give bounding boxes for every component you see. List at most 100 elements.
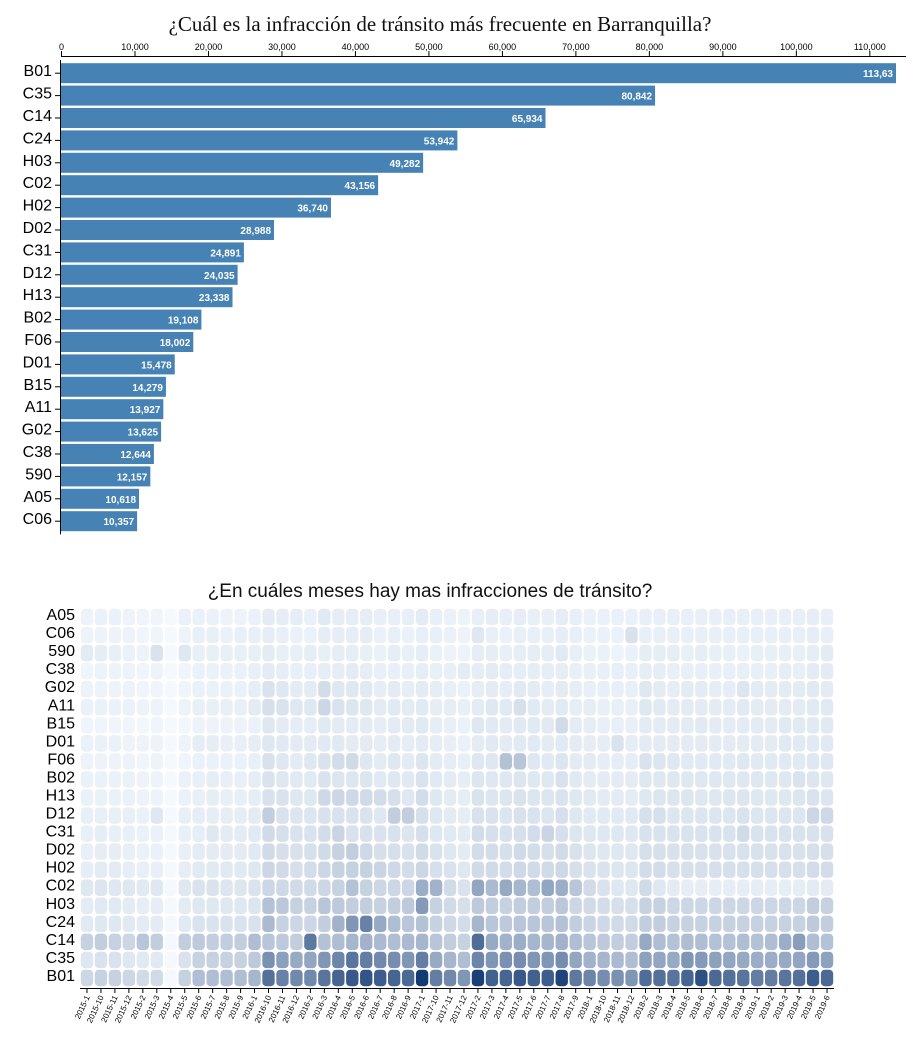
heatmap-cell (667, 644, 680, 662)
heatmap-cell (485, 662, 499, 680)
heatmap-cell (639, 915, 652, 933)
y-tick-label: A05 (24, 489, 53, 506)
heatmap-cell (667, 969, 680, 987)
heatmap-cell (471, 699, 485, 716)
bar (61, 85, 656, 106)
heatmap-cell (290, 680, 303, 698)
heatmap-cell (262, 608, 275, 626)
heatmap-cell (639, 626, 652, 644)
heatmap-cell (611, 753, 624, 770)
heatmap-cell (304, 969, 317, 987)
heatmap-cell (778, 753, 792, 770)
heatmap-cell (555, 735, 568, 752)
heatmap-cell (667, 933, 680, 951)
heatmap-cell (192, 753, 205, 770)
heatmap-cell (415, 644, 429, 662)
heatmap-cell (695, 807, 708, 824)
heatmap-cell (192, 680, 205, 698)
heatmap-cell (401, 735, 415, 752)
heatmap-cell (709, 644, 722, 662)
heatmap-cell (792, 608, 806, 626)
heatmap-cell (206, 879, 219, 896)
heatmap-cell (443, 789, 457, 806)
heatmap-cell (597, 771, 610, 788)
heatmap-cell (415, 897, 429, 915)
heatmap-cell (80, 644, 94, 662)
heatmap-cell (751, 789, 764, 806)
heatmap-cell (695, 915, 708, 933)
heatmap-cell (513, 680, 527, 698)
heatmap-cell (94, 915, 108, 933)
heatmap-cell (304, 717, 317, 734)
heatmap-cell (667, 825, 680, 842)
heatmap-cell (723, 843, 736, 860)
heatmap-cell (485, 933, 499, 951)
heatmap-cell (164, 699, 177, 716)
heatmap-cell (443, 753, 457, 770)
heatmap-cell (401, 753, 415, 770)
heatmap-cell (401, 879, 415, 896)
heatmap-cell (290, 608, 303, 626)
heatmap-cell (597, 789, 610, 806)
heatmap-cell (262, 843, 275, 860)
heatmap-cell (792, 644, 806, 662)
heatmap-cell (751, 771, 764, 788)
heatmap-cell (695, 825, 708, 842)
y-tick-label: G02 (22, 422, 52, 439)
heatmap-cell (80, 626, 94, 644)
heatmap-cell (332, 897, 345, 915)
heatmap-cell (220, 915, 233, 933)
heatmap-cell (625, 662, 638, 680)
heatmap-cell (597, 644, 610, 662)
heatmap-cell (709, 626, 722, 644)
heatmap-cell (625, 789, 638, 806)
heatmap-cell (625, 951, 638, 969)
bar-value-label: 15,478 (141, 360, 172, 371)
heatmap-cell (108, 735, 122, 752)
heatmap-cell (136, 644, 150, 662)
bar-value-label: 24,891 (210, 248, 241, 259)
heatmap-cell (234, 662, 247, 680)
heatmap-cell (695, 879, 708, 896)
heatmap-cell (709, 771, 722, 788)
heatmap-cell (709, 915, 722, 933)
heatmap-cell (387, 933, 401, 951)
heatmap-cell (611, 843, 624, 860)
heatmap-cell (332, 680, 345, 698)
heatmap-cell (792, 861, 806, 878)
heatmap-cell (737, 969, 750, 987)
heatmap-cell (597, 969, 610, 987)
heatmap-cell (527, 753, 540, 770)
heatmap-cell (415, 608, 429, 626)
heatmap-cell (737, 735, 750, 752)
heatmap-cell (597, 662, 610, 680)
heatmap-cell (806, 626, 820, 644)
heatmap-cell (555, 771, 568, 788)
heatmap-cell (332, 951, 345, 969)
heatmap-cell (639, 771, 652, 788)
heatmap-cell (569, 680, 582, 698)
y-tick-label: C35 (23, 86, 52, 103)
heatmap-cell (569, 699, 582, 716)
heatmap-cell (248, 735, 261, 752)
heatmap-cell (387, 662, 401, 680)
heatmap-cell (541, 825, 554, 842)
heatmap-cell (290, 735, 303, 752)
heatmap-cell (751, 608, 764, 626)
heatmap-cell (513, 789, 527, 806)
heatmap-cell (401, 771, 415, 788)
heatmap-cell (360, 608, 373, 626)
heatmap-cell (94, 717, 108, 734)
heatmap-cell (667, 897, 680, 915)
heatmap-cell (723, 951, 736, 969)
heatmap-cell (318, 699, 331, 716)
y-tick-label: 590 (25, 466, 52, 483)
heatmap-cell (485, 626, 499, 644)
heatmap-cell (80, 933, 94, 951)
heatmap-cell (737, 789, 750, 806)
heatmap-cell (318, 825, 331, 842)
bar (61, 152, 424, 173)
heatmap-cell (192, 626, 205, 644)
heatmap-cell (764, 771, 778, 788)
bar (61, 287, 233, 308)
